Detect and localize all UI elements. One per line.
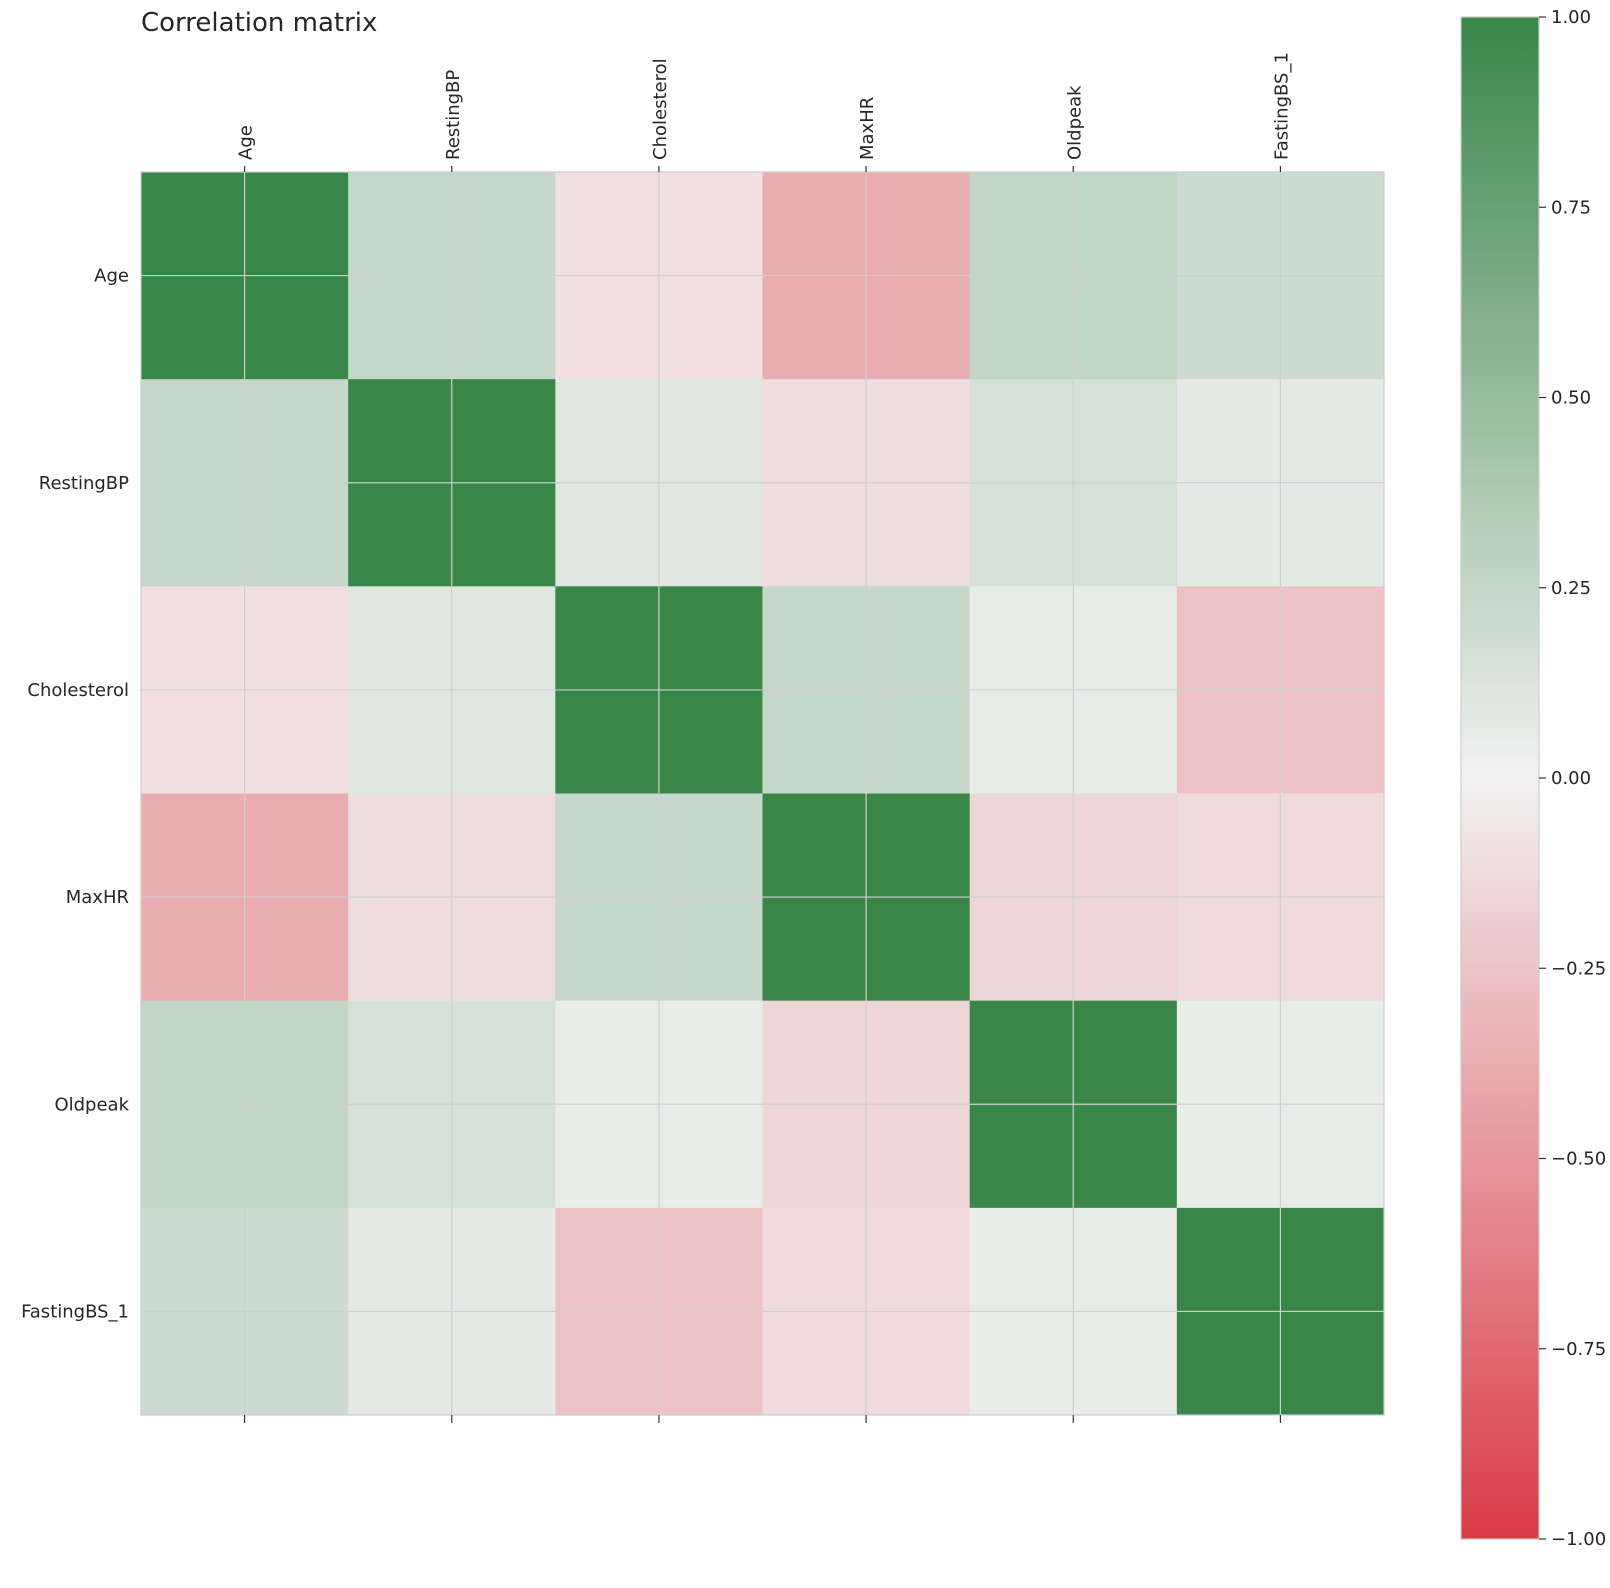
y-tick-label-fastingbs-1: FastingBS_1 (21, 1301, 129, 1322)
colorbar-scale (1460, 16, 1540, 1540)
grid-lines (141, 172, 1384, 1415)
heatmap-cells (141, 172, 1385, 1416)
colorbar: 1.00 0.75 0.50 0.25 0.00 −0.25 −0.50 −0.75 −1.00 (1460, 7, 1606, 1550)
colorbar-tick-label: 0.00 (1551, 768, 1591, 789)
colorbar-tick-label: 0.25 (1551, 578, 1591, 599)
x-tick-label-restingbp: RestingBP (443, 70, 464, 160)
y-tick-label-age: Age (94, 266, 129, 287)
colorbar-tick-label: −0.25 (1551, 958, 1606, 979)
colorbar-tick-label: −1.00 (1551, 1529, 1606, 1550)
colorbar-tick-label: −0.75 (1551, 1339, 1606, 1360)
x-tick-label-age: Age (236, 125, 257, 160)
colorbar-tick-label: 1.00 (1551, 7, 1591, 28)
chart-title: Correlation matrix (141, 8, 377, 38)
colorbar-tick-label: 0.50 (1551, 388, 1591, 409)
x-tick-label-fastingbs-1: FastingBS_1 (1271, 52, 1292, 160)
x-tick-label-oldpeak: Oldpeak (1064, 85, 1085, 160)
colorbar-tick-label: −0.50 (1551, 1149, 1606, 1170)
colorbar-tick-label: 0.75 (1551, 197, 1591, 218)
y-tick-label-restingbp: RestingBP (39, 473, 129, 494)
x-tick-label-cholesterol: Cholesterol (650, 58, 671, 160)
x-tick-labels: Age RestingBP Cholesterol MaxHR Oldpeak Fasti… (236, 52, 1292, 1423)
y-tick-label-maxhr: MaxHR (66, 887, 129, 908)
y-tick-labels: Age RestingBP Cholesterol MaxHR Oldpeak Fasti… (21, 266, 129, 1323)
y-tick-label-oldpeak: Oldpeak (54, 1094, 129, 1115)
x-tick-label-maxhr: MaxHR (857, 97, 878, 160)
y-tick-label-cholesterol: Cholesterol (27, 680, 129, 701)
plot-frame (140, 171, 1385, 1416)
